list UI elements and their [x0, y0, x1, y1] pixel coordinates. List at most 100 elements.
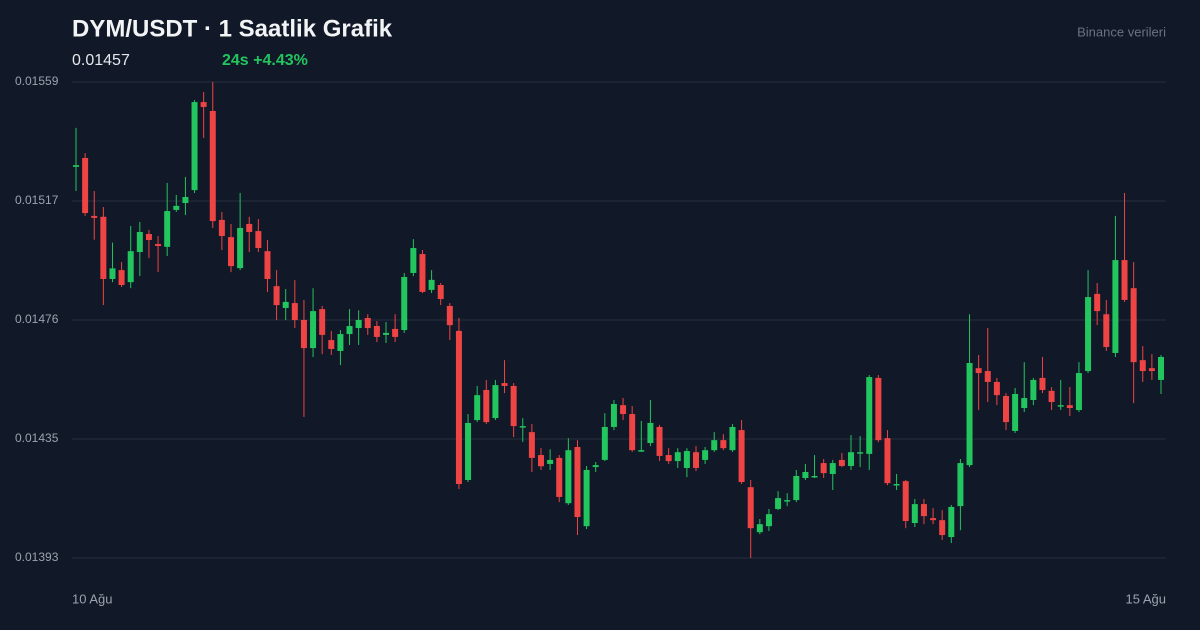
candle-body [993, 381, 1000, 396]
candle-body [73, 165, 79, 167]
candle-body [1048, 390, 1055, 403]
candle-body [683, 451, 690, 468]
candle-body [1021, 397, 1028, 409]
candle-body [902, 481, 909, 522]
candle-body [255, 231, 262, 249]
candle-body [930, 518, 937, 521]
y-tick-label: 0.01517 [15, 193, 59, 207]
candle-body [182, 196, 189, 204]
candle-body [1075, 373, 1082, 411]
candle-body [565, 450, 572, 504]
last-price: 0.01457 [72, 52, 130, 69]
x-tick-label: 15 Ağu [1126, 591, 1167, 606]
candle-body [483, 389, 490, 423]
candle-body [674, 452, 681, 462]
y-tick-label: 0.01476 [15, 312, 59, 326]
price-change: 24s +4.43% [222, 52, 308, 69]
y-tick-label: 0.01559 [15, 74, 59, 88]
candle-body [200, 102, 207, 107]
candle-body [164, 211, 171, 247]
candle-body [173, 205, 180, 210]
candle-body [401, 276, 408, 331]
candle-body [583, 469, 590, 527]
candle-body [282, 301, 289, 308]
candle-body [893, 484, 900, 486]
x-tick-label: 10 Ağu [72, 591, 113, 606]
candle-body [118, 270, 125, 286]
candle-body [838, 459, 845, 466]
y-tick-label: 0.01393 [15, 550, 59, 564]
candle-body [756, 524, 763, 533]
candle-body [665, 455, 672, 462]
candle-body [145, 233, 152, 240]
candle-body [857, 452, 864, 454]
candle-body [656, 426, 663, 456]
candles [73, 82, 1164, 558]
candle-body [738, 430, 745, 483]
candle-body [355, 320, 362, 329]
candle-body [228, 237, 234, 267]
candle-body [1094, 293, 1101, 312]
candle-body [1085, 297, 1092, 372]
candle-body [136, 231, 143, 253]
candle-body [775, 498, 782, 509]
candle-body [966, 363, 973, 466]
candle-body [264, 251, 271, 279]
candle-body [920, 504, 927, 517]
candle-body [547, 459, 554, 464]
candle-body [428, 279, 435, 290]
candle-body [1112, 260, 1119, 353]
candle-body [474, 395, 481, 421]
candle-body [1003, 395, 1009, 423]
candle-body [419, 254, 426, 292]
candle-body [1066, 405, 1073, 409]
chart-title: DYM/USDT · 1 Saatlik Grafik [72, 15, 393, 42]
candle-body [291, 303, 298, 320]
candle-body [373, 326, 380, 337]
candle-body [610, 404, 617, 427]
candle-body [884, 438, 891, 484]
candle-body [1012, 393, 1019, 431]
candle-body [155, 244, 162, 247]
candle-body [383, 332, 389, 335]
candle-body [957, 463, 964, 507]
candle-body [848, 452, 854, 466]
candle-body [328, 340, 335, 349]
candle-body [811, 475, 818, 478]
candle-body [510, 385, 517, 427]
candle-body [528, 432, 535, 458]
candle-body [346, 326, 353, 335]
candle-body [984, 371, 991, 382]
candle-body [300, 320, 307, 349]
candle-body [446, 305, 453, 326]
candle-body [209, 110, 216, 222]
candle-body [793, 475, 800, 501]
candle-body [1057, 405, 1064, 407]
candle-body [91, 215, 98, 218]
candle-body [829, 463, 836, 474]
candle-body [1139, 360, 1146, 372]
candle-body [620, 405, 627, 415]
candle-body [501, 383, 508, 386]
candle-body [601, 426, 608, 460]
candle-body [273, 286, 280, 306]
candle-body [638, 450, 645, 452]
candle-body [100, 216, 107, 279]
candle-body [802, 471, 809, 478]
candle-body [455, 330, 462, 485]
candle-body [939, 520, 946, 536]
candle-body [218, 219, 225, 236]
candle-body [1148, 368, 1155, 372]
candle-body [875, 377, 882, 441]
candle-body [319, 309, 326, 335]
candle-body [538, 455, 544, 467]
candle-body [948, 506, 955, 538]
candle-body [191, 102, 198, 191]
candle-body [246, 223, 253, 232]
candle-body [127, 251, 134, 283]
candle-body [866, 377, 873, 454]
candle-body [310, 311, 317, 349]
candle-body [109, 268, 116, 279]
candle-body [1130, 288, 1137, 363]
